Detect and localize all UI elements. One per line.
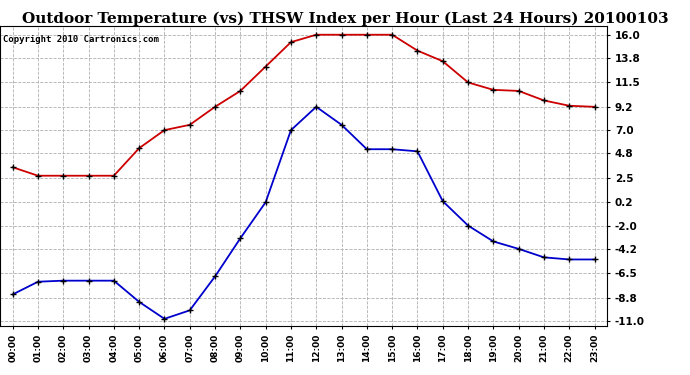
Text: Outdoor Temperature (vs) THSW Index per Hour (Last 24 Hours) 20100103: Outdoor Temperature (vs) THSW Index per … [21,11,669,26]
Text: Copyright 2010 Cartronics.com: Copyright 2010 Cartronics.com [3,35,159,44]
